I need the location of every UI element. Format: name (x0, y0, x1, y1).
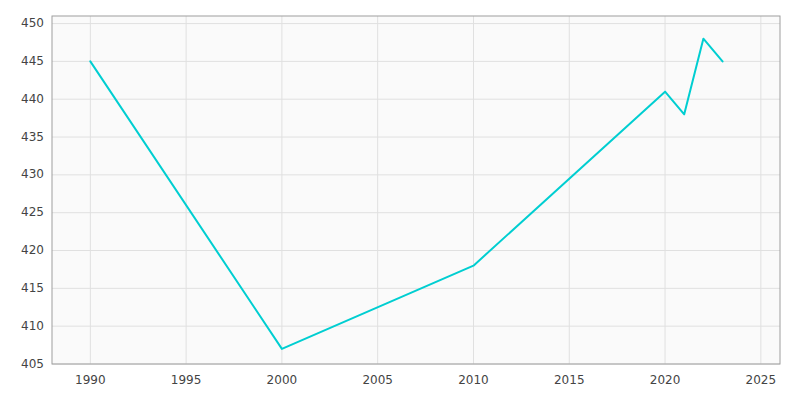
x-tick-label: 1995 (171, 373, 202, 387)
data-layer (90, 39, 722, 349)
y-grid-line (52, 212, 780, 213)
y-tick-label: 420 (21, 243, 44, 257)
y-grid-line (52, 250, 780, 251)
x-grid-line (569, 16, 570, 364)
y-tick-label: 410 (21, 319, 44, 333)
y-tick-label: 450 (21, 16, 44, 30)
y-grid-line (52, 137, 780, 138)
chart-svg: 405 410 415 420 425 430 435 440 445 450 1990 1995 20… (0, 0, 800, 400)
plot-frame (52, 16, 780, 364)
x-grid-line (186, 16, 187, 364)
plot-background (52, 16, 780, 364)
y-tick-label: 415 (21, 281, 44, 295)
y-tick-label: 445 (21, 54, 44, 68)
y-grid-line (52, 174, 780, 175)
grid (52, 16, 780, 364)
x-tick-label: 2000 (267, 373, 298, 387)
x-grid-line (377, 16, 378, 364)
chart-container: 405 410 415 420 425 430 435 440 445 450 1990 1995 20… (0, 0, 800, 400)
x-tick-label: 2010 (458, 373, 489, 387)
x-grid-line (665, 16, 666, 364)
x-grid-line (760, 16, 761, 364)
axes: 405 410 415 420 425 430 435 440 445 450 1990 1995 20… (21, 16, 776, 387)
y-grid-line (52, 288, 780, 289)
x-grid-line (90, 16, 91, 364)
x-grid-line (473, 16, 474, 364)
y-tick-label: 440 (21, 92, 44, 106)
y-tick-label: 425 (21, 205, 44, 219)
y-tick-label: 435 (21, 130, 44, 144)
x-tick-label: 2020 (650, 373, 681, 387)
y-grid-line (52, 61, 780, 62)
y-tick-label: 405 (21, 357, 44, 371)
x-grid-line (281, 16, 282, 364)
y-grid-line (52, 326, 780, 327)
y-grid-line (52, 23, 780, 24)
y-tick-label: 430 (21, 167, 44, 181)
x-tick-label: 2005 (362, 373, 393, 387)
x-tick-label: 1990 (75, 373, 106, 387)
x-tick-label: 2015 (554, 373, 585, 387)
data-line (90, 39, 722, 349)
x-tick-label: 2025 (746, 373, 777, 387)
